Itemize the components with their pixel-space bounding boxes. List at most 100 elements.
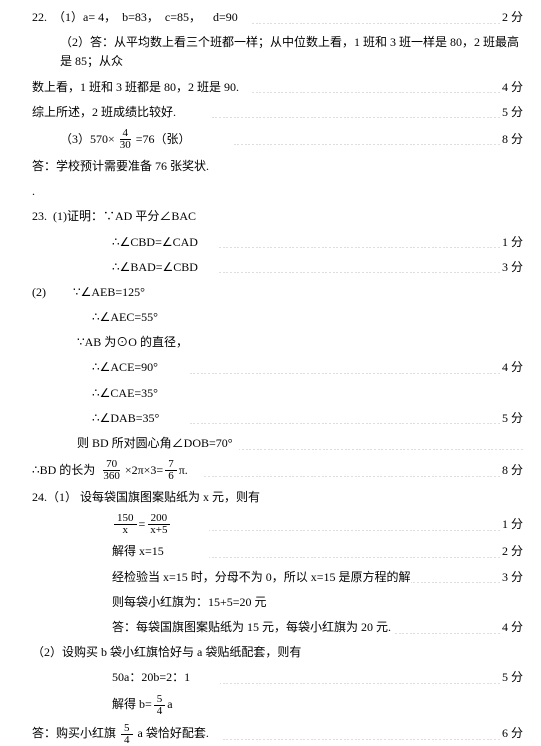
dots bbox=[233, 133, 500, 145]
frac-den: 6 bbox=[165, 471, 177, 482]
q22-l3: 数上看，1 班和 3 班都是 80，2 班是 90. 4 分 bbox=[32, 78, 523, 97]
q23-l9-text: ∴∠DAB=35° bbox=[92, 409, 189, 428]
q22-dot: . bbox=[32, 182, 523, 201]
q23-l7-text: ∴∠ACE=90° bbox=[92, 358, 188, 377]
dots bbox=[203, 465, 500, 477]
q22-l1-text: 22. （1）a= 4， b=83， c=85， d=90 bbox=[32, 8, 250, 27]
dots bbox=[239, 438, 523, 450]
q22-l5: （3）570× 4 30 =76（张） 8 分 bbox=[32, 128, 523, 151]
q23-l7: ∴∠ACE=90° 4 分 bbox=[32, 358, 523, 377]
q23-l2-text: ∴∠CBD=∠CAD bbox=[112, 233, 219, 252]
q23-l1-text: 23. (1)证明：∵AD 平分∠BAC bbox=[32, 207, 196, 226]
q24-l8: 50a：20b=2：1 5 分 bbox=[32, 668, 523, 687]
q23-l6-text: ∵AB 为⊙O 的直径， bbox=[77, 333, 188, 352]
q23-l4-text: (2) ∵∠AEB=125° bbox=[32, 283, 145, 302]
q23-l4: (2) ∵∠AEB=125° bbox=[32, 283, 523, 302]
fraction: 7 6 bbox=[165, 459, 177, 482]
q23-l9: ∴∠DAB=35° 5 分 bbox=[32, 409, 523, 428]
q23-l1: 23. (1)证明：∵AD 平分∠BAC bbox=[32, 207, 523, 226]
frac-den: x bbox=[120, 525, 132, 536]
frac-den: 4 bbox=[121, 735, 133, 746]
dots bbox=[221, 728, 500, 740]
q24-l10-pre: 答：购买小红旗 bbox=[32, 724, 119, 743]
q23-l5: ∴∠AEC=55° bbox=[32, 308, 523, 327]
q23-l8: ∴∠CAE=35° bbox=[32, 384, 523, 403]
q24-l8-text: 50a：20b=2：1 bbox=[112, 668, 220, 687]
q23-l3: ∴∠BAD=∠CBD 3 分 bbox=[32, 258, 523, 277]
q24-l9: 解得 b= 5 4 a bbox=[32, 694, 523, 717]
q24-l5: 则每袋小红旗为：15+5=20 元 bbox=[32, 593, 523, 612]
dots bbox=[411, 571, 500, 583]
q22-l2: （2）答：从平均数上看三个班都一样；从中位数上看，1 班和 3 班一样是 80，… bbox=[32, 33, 523, 71]
q22-l4-text: 综上所述，2 班成绩比较好. bbox=[32, 103, 212, 122]
q24-l8-pts: 5 分 bbox=[500, 668, 523, 687]
q24-l10-post: a 袋恰好配套. bbox=[135, 724, 221, 743]
q24-l5-text: 则每袋小红旗为：15+5=20 元 bbox=[112, 593, 267, 612]
dots bbox=[251, 81, 500, 93]
q24-l4-text: 经检验当 x=15 时，分母不为 0，所以 x=15 是原方程的解 bbox=[112, 568, 411, 587]
fraction: 5 4 bbox=[121, 723, 133, 746]
fraction: 4 30 bbox=[117, 128, 134, 151]
dots bbox=[209, 519, 500, 531]
q23-l11-pts: 8 分 bbox=[500, 461, 523, 480]
frac-den: 4 bbox=[154, 706, 166, 717]
frac-den: x+5 bbox=[147, 525, 170, 536]
q22-l2-text: （2）答：从平均数上看三个班都一样；从中位数上看，1 班和 3 班一样是 80，… bbox=[60, 33, 523, 71]
q22-l3-text: 数上看，1 班和 3 班都是 80，2 班是 90. bbox=[32, 78, 251, 97]
frac-den: 360 bbox=[100, 471, 123, 482]
q22-l4-pts: 5 分 bbox=[500, 103, 523, 122]
q24-l7-text: （2）设购买 b 袋小红旗恰好与 a 袋贴纸配套，则有 bbox=[32, 643, 301, 662]
q23-l11-pre: ∴BD 的长为 bbox=[32, 461, 98, 480]
q24-l9-post: a bbox=[167, 695, 172, 714]
q22-l5-pre: （3）570× bbox=[60, 130, 115, 149]
q24-l1-text: 24.（1） 设每袋国旗图案贴纸为 x 元，则有 bbox=[32, 488, 260, 507]
q24-l2-sp bbox=[173, 515, 209, 534]
q23-l7-pts: 4 分 bbox=[500, 358, 523, 377]
dots bbox=[209, 546, 500, 558]
q23-l2: ∴∠CBD=∠CAD 1 分 bbox=[32, 233, 523, 252]
q23-l9-pts: 5 分 bbox=[500, 409, 523, 428]
dots bbox=[250, 12, 500, 24]
q24-l2: 150 x = 200 x+5 1 分 bbox=[32, 513, 523, 536]
q23-l11-mid: ×2π×3= bbox=[125, 461, 163, 480]
q23-l2-pts: 1 分 bbox=[500, 233, 523, 252]
q22-l1-pts: 2 分 bbox=[500, 8, 523, 27]
q24-l3-pts: 2 分 bbox=[500, 542, 523, 561]
q24-l10: 答：购买小红旗 5 4 a 袋恰好配套. 6 分 bbox=[32, 723, 523, 746]
q23-l10: 则 BD 所对圆心角∠DOB=70° bbox=[32, 434, 523, 453]
q24-l7: （2）设购买 b 袋小红旗恰好与 a 袋贴纸配套，则有 bbox=[32, 643, 523, 662]
fraction: 5 4 bbox=[154, 694, 166, 717]
q24-l3-text: 解得 x=15 bbox=[112, 542, 209, 561]
fraction: 70 360 bbox=[100, 459, 123, 482]
q23-l3-text: ∴∠BAD=∠CBD bbox=[112, 258, 219, 277]
q23-l8-text: ∴∠CAE=35° bbox=[92, 384, 158, 403]
q22-l5-pts: 8 分 bbox=[500, 130, 523, 149]
dot-text: . bbox=[32, 182, 35, 201]
dots bbox=[189, 412, 500, 424]
q23-l11: ∴BD 的长为 70 360 ×2π×3= 7 6 π. 8 分 bbox=[32, 459, 523, 482]
dots bbox=[219, 236, 500, 248]
q24-l1: 24.（1） 设每袋国旗图案贴纸为 x 元，则有 bbox=[32, 488, 523, 507]
q24-l4: 经检验当 x=15 时，分母不为 0，所以 x=15 是原方程的解 3 分 bbox=[32, 568, 523, 587]
eq: = bbox=[139, 515, 146, 534]
q22-l6: 答：学校预计需要准备 76 张奖状. bbox=[32, 157, 523, 176]
q24-l10-pts: 6 分 bbox=[500, 724, 523, 743]
q22-l1: 22. （1）a= 4， b=83， c=85， d=90 2 分 bbox=[32, 8, 523, 27]
q24-l6-pts: 4 分 bbox=[500, 618, 523, 637]
frac-num: 5 bbox=[154, 694, 166, 706]
q24-l6: 答：每袋国旗图案贴纸为 15 元，每袋小红旗为 20 元. 4 分 bbox=[32, 618, 523, 637]
dots bbox=[220, 672, 500, 684]
frac-num: 5 bbox=[121, 723, 133, 735]
q23-l6: ∵AB 为⊙O 的直径， bbox=[32, 333, 523, 352]
q24-l2-pts: 1 分 bbox=[500, 515, 523, 534]
fraction: 200 x+5 bbox=[147, 513, 170, 536]
dots bbox=[394, 622, 500, 634]
q23-l11-post: π. bbox=[179, 461, 203, 480]
q24-l9-pre: 解得 b= bbox=[112, 695, 152, 714]
dots bbox=[212, 106, 500, 118]
q23-l5-text: ∴∠AEC=55° bbox=[92, 308, 158, 327]
q23-l10-text: 则 BD 所对圆心角∠DOB=70° bbox=[77, 434, 239, 453]
q24-l4-pts: 3 分 bbox=[500, 568, 523, 587]
dots bbox=[219, 261, 500, 273]
q22-l3-pts: 4 分 bbox=[500, 78, 523, 97]
